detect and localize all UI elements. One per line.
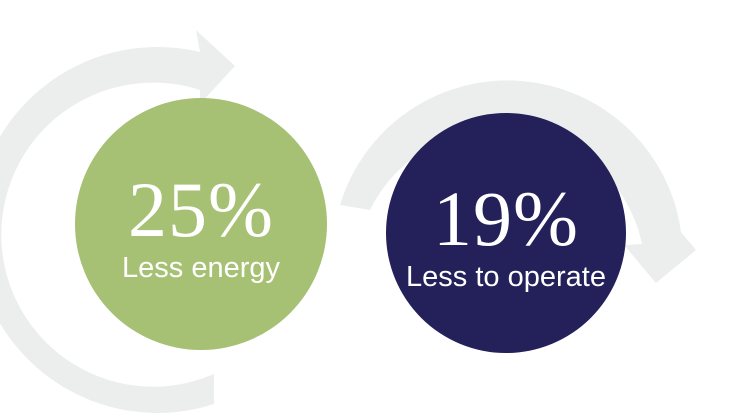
cycle-arrow-left-icon: [0, 30, 235, 413]
stat-label: Less to operate: [406, 261, 606, 293]
stat-value: 19%: [433, 175, 579, 262]
stat-label: Less energy: [122, 252, 280, 284]
stat-circle-operate: 19% Less to operate: [386, 113, 626, 353]
stat-value: 25%: [128, 166, 274, 253]
cycle-arrow-right-icon: [340, 80, 696, 283]
stat-circle-energy: 25% Less energy: [75, 98, 327, 350]
